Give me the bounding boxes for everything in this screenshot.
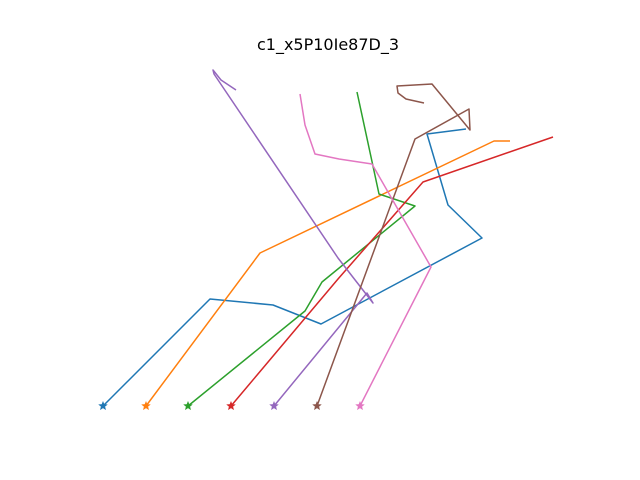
start-marker-3 (183, 400, 193, 411)
series-line-3 (187, 91, 416, 407)
chart-title: c1_x5P10Ie87D_3 (257, 35, 399, 55)
start-marker-5 (269, 400, 279, 411)
start-marker-6 (312, 400, 322, 411)
start-marker-2 (141, 400, 151, 411)
series-layer (102, 69, 554, 407)
start-marker-7 (355, 400, 365, 411)
marker-layer (98, 400, 365, 411)
start-marker-1 (98, 400, 108, 411)
series-line-7 (299, 93, 432, 407)
series-line-1 (102, 128, 483, 407)
start-marker-4 (226, 400, 236, 411)
series-line-4 (230, 136, 554, 407)
series-line-5 (212, 69, 374, 407)
series-line-2 (145, 140, 510, 407)
series-line-6 (316, 83, 471, 407)
